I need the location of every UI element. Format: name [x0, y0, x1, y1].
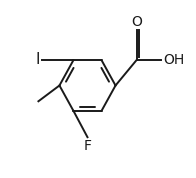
Text: I: I: [36, 52, 40, 67]
Text: F: F: [83, 139, 92, 153]
Text: O: O: [131, 15, 142, 28]
Text: OH: OH: [163, 53, 184, 67]
